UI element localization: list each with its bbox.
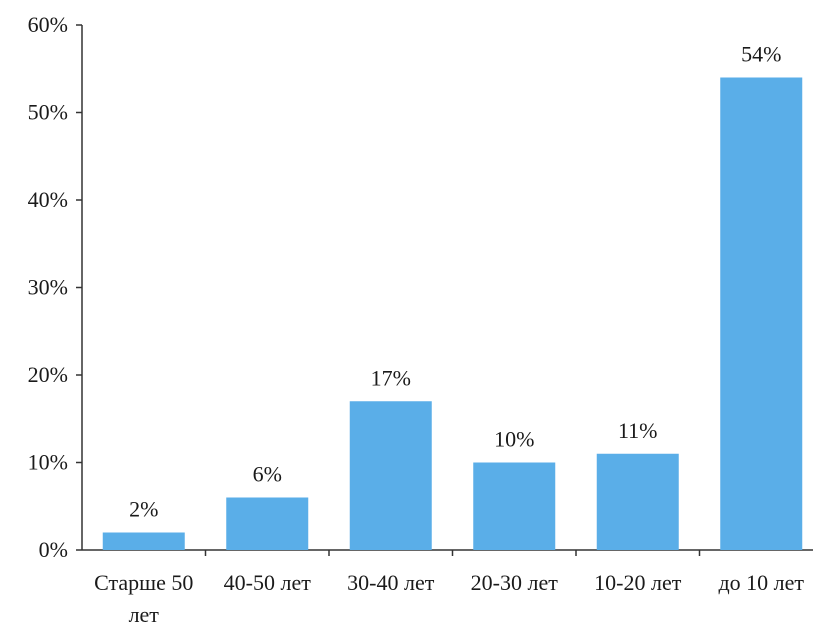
bar-group <box>102 77 803 550</box>
data-label: 54% <box>741 42 781 67</box>
bar <box>102 532 185 550</box>
category-label: 40-50 лет <box>224 570 312 595</box>
y-tick-label: 10% <box>28 450 68 475</box>
category-label: Старше 50 лет <box>94 570 193 623</box>
y-tick-label: 30% <box>28 275 68 300</box>
category-label: 30-40 лет <box>347 570 435 595</box>
y-tick-label: 0% <box>39 537 68 562</box>
data-label: 6% <box>253 462 282 487</box>
y-tick-label: 20% <box>28 362 68 387</box>
category-label: до 10 лет <box>718 570 804 595</box>
data-label: 10% <box>494 427 534 452</box>
data-label: 17% <box>371 365 411 390</box>
category-label: 20-30 лет <box>471 570 559 595</box>
y-tick-label: 60% <box>28 12 68 37</box>
bar <box>349 401 432 550</box>
category-label: 10-20 лет <box>594 570 682 595</box>
category-label-group: Старше 50 лет 40-50 лет 30-40 лет 20-30 лет 1… <box>94 570 804 623</box>
y-tick-label: 40% <box>28 187 68 212</box>
bar <box>720 77 803 550</box>
data-label: 2% <box>129 497 158 522</box>
bar <box>226 497 309 550</box>
y-tick-group: 0% 10% 20% 30% 40% 50% 60% <box>28 12 701 562</box>
bar <box>596 453 679 550</box>
y-tick-label: 50% <box>28 100 68 125</box>
data-label-group: 2% 6% 17% 10% 11% 54% <box>129 42 781 522</box>
data-label: 11% <box>618 418 658 443</box>
bar <box>473 462 556 550</box>
